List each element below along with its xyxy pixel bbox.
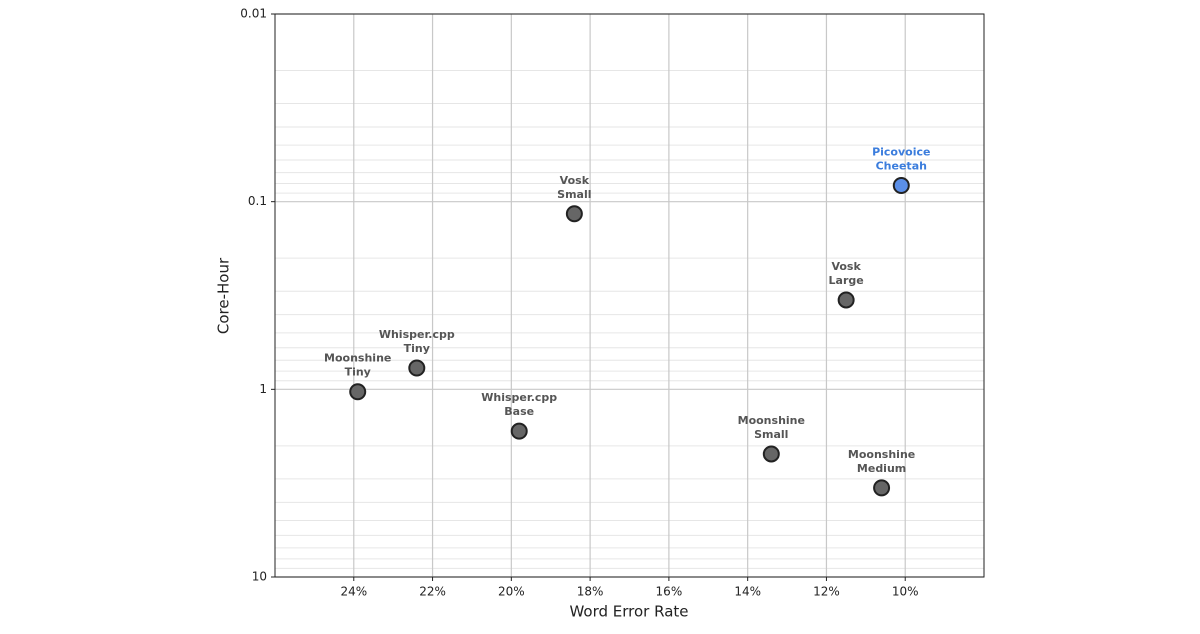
x-axis-label: Word Error Rate [569, 603, 688, 621]
point-label: Tiny [345, 366, 371, 379]
point-label: Whisper.cpp [481, 391, 557, 404]
point-label: Vosk [831, 260, 861, 273]
point-label: Tiny [404, 342, 430, 355]
y-tick-label: 0.01 [240, 7, 267, 21]
point-label: Cheetah [876, 159, 927, 172]
point-label: Moonshine [738, 414, 805, 427]
point [873, 479, 891, 497]
point-label: Medium [857, 462, 906, 475]
point-label: Small [557, 188, 591, 201]
x-tick-label: 24% [340, 585, 367, 599]
point-label: Large [829, 274, 864, 287]
y-tick-label: 10 [252, 570, 267, 584]
point [762, 445, 780, 463]
point-label: Vosk [560, 174, 590, 187]
x-tick-label: 18% [577, 585, 604, 599]
point [510, 422, 528, 440]
x-tick-label: 20% [498, 585, 525, 599]
point-label: Moonshine [848, 448, 915, 461]
point [837, 291, 855, 309]
x-tick-label: 22% [419, 585, 446, 599]
y-tick-label: 0.1 [248, 194, 267, 208]
point [408, 359, 426, 377]
x-tick-label: 10% [892, 585, 919, 599]
point [565, 205, 583, 223]
point-label: Moonshine [324, 352, 391, 365]
y-axis-label: Core-Hour [215, 257, 233, 334]
x-tick-label: 16% [656, 585, 683, 599]
plot-frame [274, 13, 985, 578]
x-tick-label: 14% [734, 585, 761, 599]
point-label: Base [504, 405, 534, 418]
point [892, 176, 910, 194]
point [349, 383, 367, 401]
point-label: Picovoice [872, 145, 930, 158]
point-label: Small [754, 428, 788, 441]
y-tick-label: 1 [259, 382, 267, 396]
point-label: Whisper.cpp [379, 328, 455, 341]
x-tick-label: 12% [813, 585, 840, 599]
